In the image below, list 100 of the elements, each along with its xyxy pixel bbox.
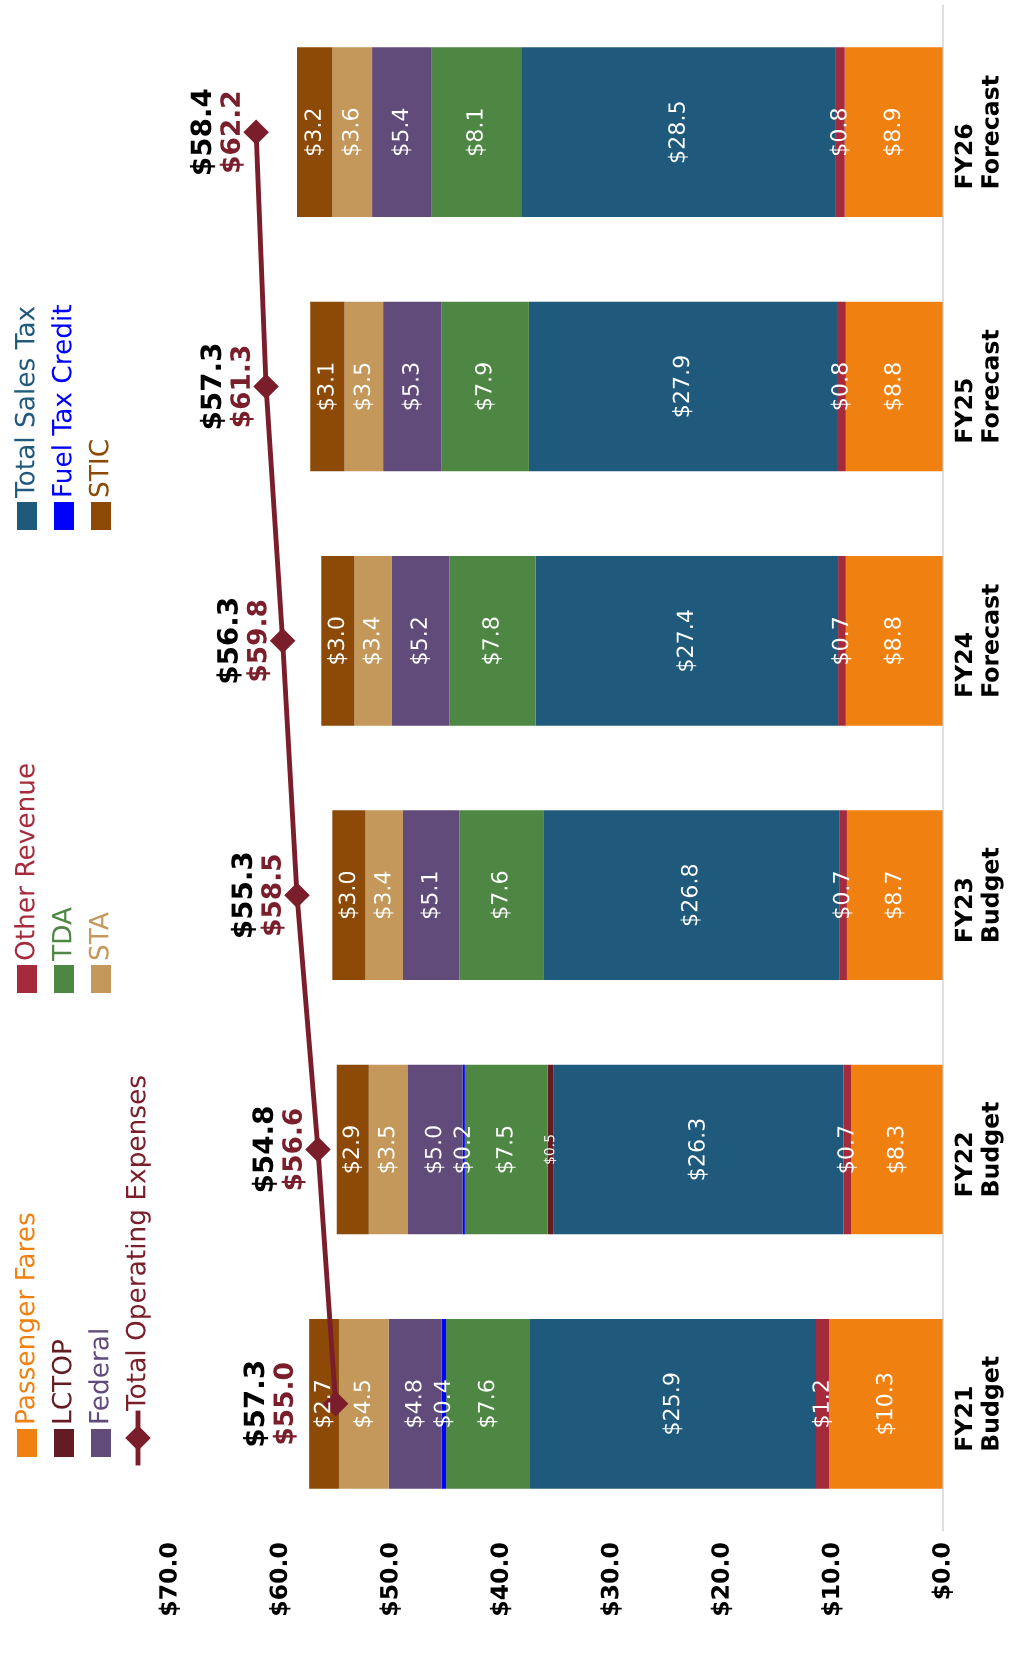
text: STA: [88, 912, 109, 960]
data-label: $0.7: [836, 1126, 857, 1173]
x-tick-label: $30.0: [600, 1543, 622, 1615]
data-label: $28.5: [667, 102, 688, 163]
data-label: $7.9: [474, 363, 495, 410]
text: LCTOP: [51, 1339, 72, 1423]
point: [243, 119, 269, 145]
data-label: $8.8: [883, 363, 904, 410]
total-label: $57.3: [199, 344, 226, 429]
data-label: $8.7: [884, 872, 905, 919]
data-label: $58.5: [260, 855, 285, 935]
data-label: $25.9: [662, 1373, 683, 1434]
y-tick-label: FY25 Forecast: [954, 329, 999, 442]
bar: [296, 47, 333, 217]
data-label: $7.6: [477, 1380, 498, 1427]
data-label: $3.5: [353, 363, 374, 410]
point: [253, 374, 279, 399]
bar: [368, 1064, 408, 1235]
text: Total Operating Expenses: [125, 1076, 151, 1412]
bar: [403, 810, 460, 980]
data-label: $2.9: [342, 1126, 363, 1173]
y-tick-label: FY22 Budget: [954, 1102, 1004, 1196]
data-label: $5.2: [409, 618, 431, 664]
text: Passenger Fares: [15, 1213, 40, 1423]
x-tick-label: $40.0: [489, 1543, 512, 1615]
data-label: $3.5: [377, 1126, 398, 1173]
bar: [441, 301, 529, 472]
data-label: $0.7: [831, 617, 852, 664]
bar: [344, 301, 384, 472]
x-tick-label: $60.0: [269, 1543, 291, 1615]
bar: [365, 810, 403, 980]
text: Total Sales Tax: [14, 306, 35, 499]
bar: [449, 556, 536, 726]
text: TDA: [52, 907, 72, 962]
data-label: $3.4: [362, 617, 383, 664]
text: Fuel Tax Credit: [51, 304, 72, 496]
bar: [431, 47, 522, 217]
data-label: $62.2: [219, 92, 244, 172]
data-label: $59.8: [246, 600, 271, 681]
total-label: $57.3: [242, 1362, 269, 1446]
x-tick-label: $10.0: [821, 1543, 843, 1615]
total-label: $58.4: [189, 89, 216, 174]
y-tick-label: FY26 Forecast: [954, 75, 999, 188]
data-label: $1.2: [811, 1381, 833, 1427]
data-label: $8.3: [886, 1126, 907, 1173]
bar: [383, 301, 442, 472]
bar: [332, 810, 366, 980]
data-label: $3.4: [373, 871, 394, 919]
data-label: $0.7: [832, 872, 853, 919]
data-label: $0.8: [829, 108, 850, 156]
data-label: $56.6: [281, 1109, 306, 1190]
data-label: $3.1: [316, 363, 337, 410]
x-tick-label: $20.0: [710, 1543, 733, 1615]
data-label: $5.4: [391, 108, 412, 156]
x-tick-label: $70.0: [158, 1543, 180, 1615]
data-label: $10.3: [875, 1373, 896, 1434]
bar: [332, 47, 373, 217]
data-label: $0.5: [543, 1135, 557, 1164]
data-label: $0.8: [830, 363, 851, 410]
total-label: $56.3: [216, 599, 242, 683]
data-label: $3.2: [303, 109, 325, 156]
y-tick-label: FY21 Budget: [954, 1356, 1004, 1450]
data-label: $27.9: [672, 356, 693, 417]
data-label: $5.0: [424, 1126, 445, 1173]
data-label: $0.2: [452, 1126, 474, 1173]
data-label: $3.0: [338, 871, 359, 919]
data-label: $5.1: [420, 872, 441, 919]
data-label: $55.0: [272, 1363, 297, 1444]
y-tick-label: FY23 Budget: [954, 847, 1004, 941]
data-label: $8.9: [883, 108, 904, 156]
bar: [310, 301, 345, 472]
data-label: $7.5: [495, 1126, 516, 1173]
total-label: $55.3: [230, 853, 256, 937]
point: [305, 1137, 331, 1162]
data-label: $3.0: [327, 617, 348, 664]
text: STIC: [88, 440, 109, 497]
data-label: $7.8: [481, 617, 502, 664]
bar: [354, 556, 392, 726]
data-label: $2.7: [313, 1380, 334, 1427]
data-label: $3.6: [341, 108, 362, 156]
bar: [459, 810, 544, 980]
bar: [372, 47, 432, 217]
text: Other Revenue: [14, 764, 35, 960]
point: [270, 628, 296, 654]
point: [284, 882, 310, 908]
x-tick-label: $0.0: [931, 1543, 953, 1599]
bar: [336, 1064, 369, 1235]
bar: [321, 556, 355, 726]
data-label: $7.6: [490, 871, 511, 919]
data-label: $0.4: [433, 1380, 454, 1427]
data-label: $61.3: [229, 346, 254, 427]
data-label: $26.3: [687, 1119, 708, 1180]
data-label: $27.4: [676, 610, 697, 671]
x-tick-label: $50.0: [379, 1543, 401, 1615]
total-label: $54.8: [251, 1107, 277, 1192]
data-label: $4.8: [404, 1380, 425, 1427]
data-label: $5.3: [401, 363, 422, 410]
bar: [391, 556, 450, 726]
data-label: $8.1: [465, 109, 486, 156]
data-label: $8.8: [883, 617, 904, 664]
